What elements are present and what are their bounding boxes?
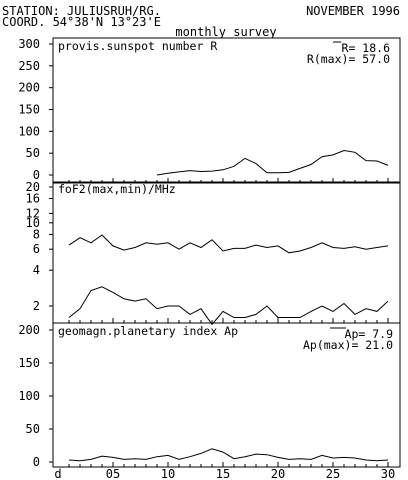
ap-ytick-label: 150 <box>18 356 40 370</box>
station-label: STATION: JULIUSRUH/RG. <box>2 4 161 18</box>
month-label: NOVEMBER 1996 <box>306 4 400 18</box>
sunspot-panel-frame <box>52 37 401 184</box>
ap-xtick-label: d <box>54 467 61 480</box>
ap-xtick-label: 10 <box>161 467 175 480</box>
ap-xtick-label: 05 <box>106 467 120 480</box>
fof2-ytick-label: 16 <box>26 192 40 206</box>
ap-mean-stat: Ap= 7.9 <box>345 327 394 341</box>
fof2-series-2-line <box>68 286 389 326</box>
fof2-ytick-label: 4 <box>33 263 40 277</box>
ap-xtick-label: 15 <box>216 467 230 480</box>
fof2-ytick-label: 6 <box>33 242 40 256</box>
ap-ytick-label: 0 <box>33 455 40 469</box>
fof2-ytick-label: 20 <box>26 180 40 194</box>
ap-xtick-label: 20 <box>271 467 285 480</box>
ap-max-stat: Ap(max)= 21.0 <box>303 338 393 352</box>
coordinates-label: COORD. 54°38'N 13°23'E <box>2 15 161 29</box>
ap-xtick-label: 25 <box>326 467 340 480</box>
ap-panel-title: geomagn.planetary index Ap <box>58 324 238 338</box>
ap-panel-frame <box>52 322 401 468</box>
sunspot-ytick-label: 150 <box>18 103 40 117</box>
sunspot-series-1-line <box>156 149 389 176</box>
sunspot-ytick-label: 50 <box>26 146 40 160</box>
fof2-panel-title: foF2(max,min)/MHz <box>58 182 176 196</box>
survey-title: monthly survey <box>175 25 276 39</box>
fof2-ytick-label: 8 <box>33 227 40 241</box>
fof2-ytick-label: 2 <box>33 299 40 313</box>
ap-ytick-label: 50 <box>26 422 40 436</box>
sunspot-ytick-label: 0 <box>33 168 40 182</box>
sunspot-max-stat: R(max)= 57.0 <box>307 52 390 66</box>
sunspot-mean-stat: R= 18.6 <box>342 41 391 55</box>
sunspot-ytick-label: 250 <box>18 59 40 73</box>
fof2-series-1-line <box>68 234 389 254</box>
sunspot-ytick-label: 100 <box>18 124 40 138</box>
ap-ytick-label: 100 <box>18 389 40 403</box>
sunspot-panel-title: provis.sunspot number R <box>58 39 217 53</box>
sunspot-ytick-label: 200 <box>18 81 40 95</box>
fof2-ytick-label: 12 <box>26 206 40 220</box>
fof2-ytick-label: 10 <box>26 216 40 230</box>
ap-xtick-label: 30 <box>381 467 395 480</box>
ap-ytick-label: 200 <box>18 323 40 337</box>
ap-series-1-line <box>68 448 389 462</box>
sunspot-ytick-label: 300 <box>18 37 40 51</box>
